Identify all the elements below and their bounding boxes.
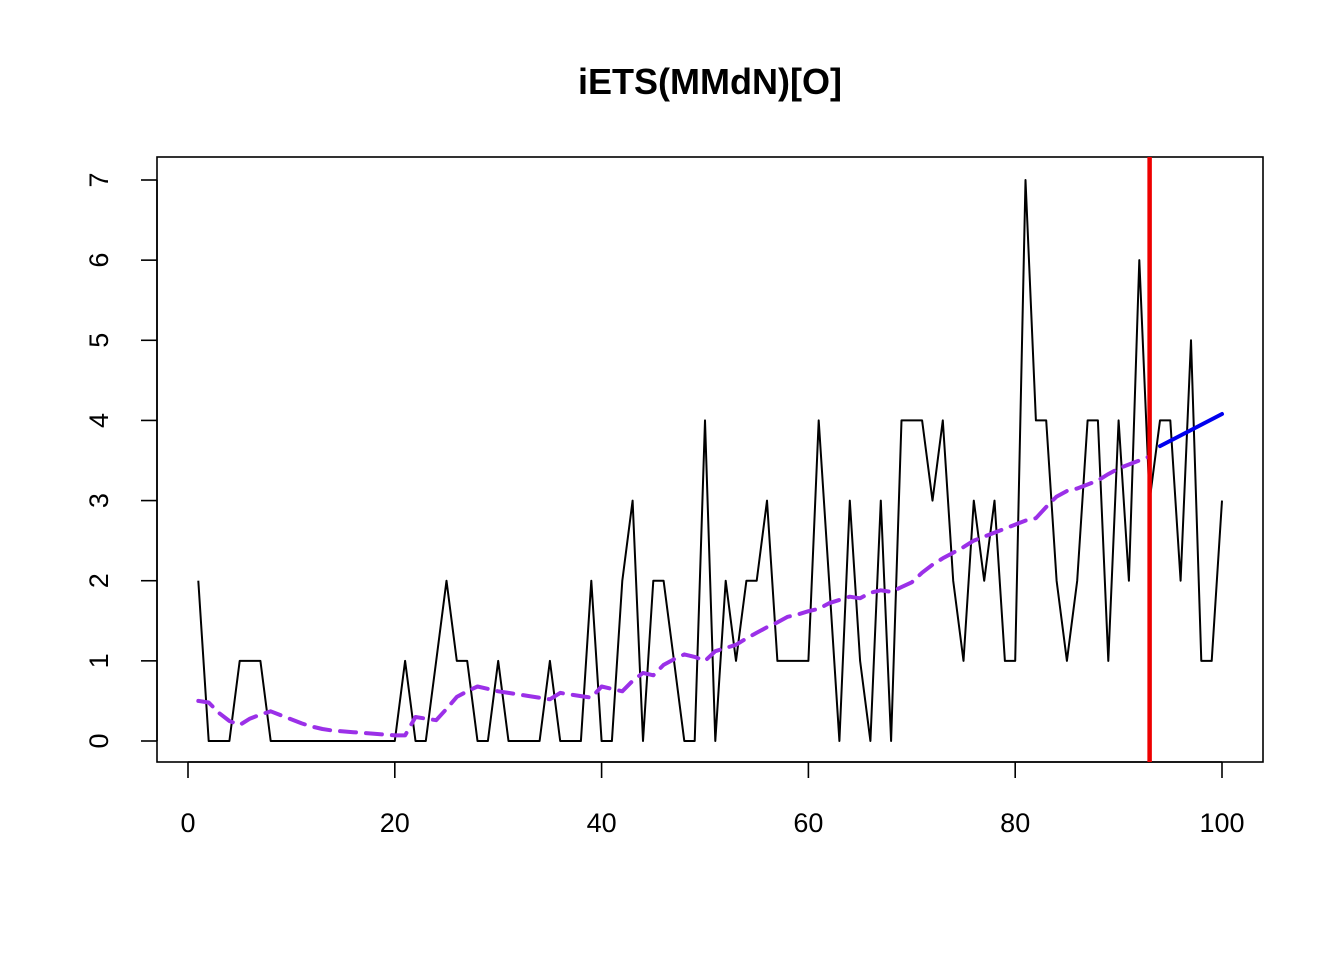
x-tick-label: 0: [180, 808, 195, 838]
plot-box: [156, 156, 1264, 763]
y-tick-label: 2: [84, 573, 114, 588]
x-tick-label: 100: [1199, 808, 1244, 838]
series-actuals-line: [197, 179, 1223, 742]
chart-title: iETS(MMdN)[O]: [578, 61, 842, 102]
y-tick-label: 1: [84, 653, 114, 668]
y-tick-label: 5: [84, 333, 114, 348]
y-tick-label: 0: [84, 733, 114, 748]
x-tick-label: 20: [380, 808, 410, 838]
y-axis: 0 1 2 3 4 5 6 7: [84, 172, 158, 749]
x-tick-label: 80: [1000, 808, 1030, 838]
series-forecast-line: [1158, 412, 1224, 449]
series-layer: [196, 179, 1224, 742]
y-tick-label: 7: [84, 172, 114, 187]
x-tick-label: 40: [587, 808, 617, 838]
y-tick-label: 4: [84, 413, 114, 428]
y-tick-label: 3: [84, 493, 114, 508]
y-tick-label: 6: [84, 253, 114, 268]
x-axis: 0 20 40 60 80 100: [180, 761, 1245, 838]
x-tick-label: 60: [793, 808, 823, 838]
series-fitted-line: [196, 454, 1152, 738]
